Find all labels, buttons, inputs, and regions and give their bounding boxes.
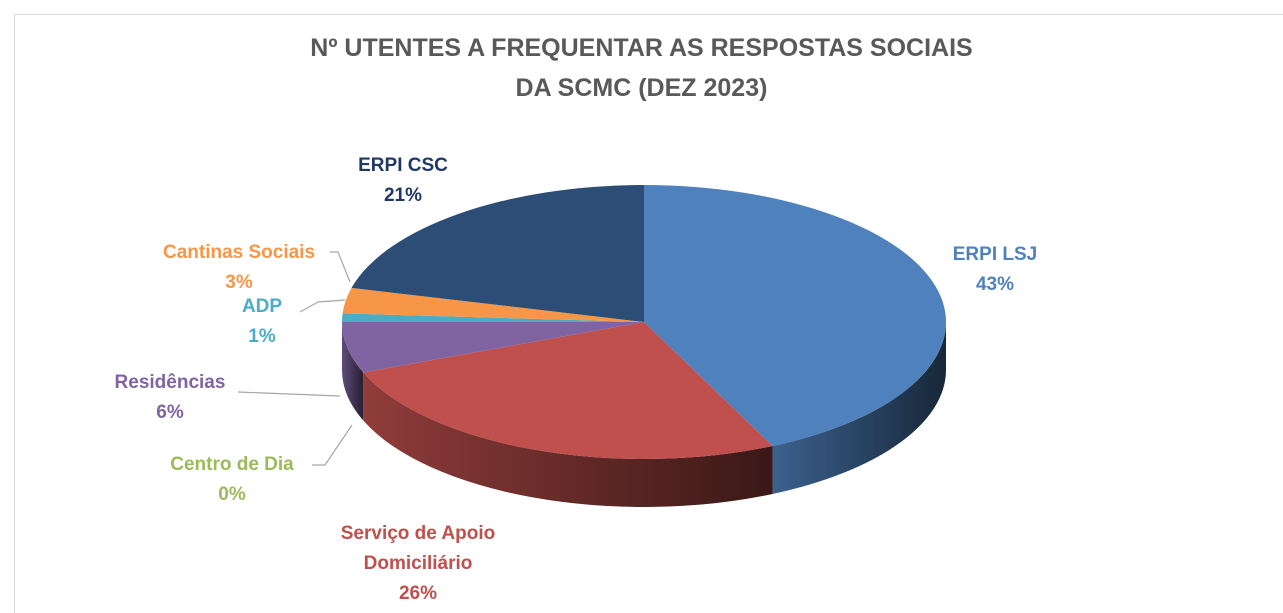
category-label: Centro de Dia bbox=[170, 454, 294, 475]
data-label: Cantinas Sociais 3% bbox=[163, 238, 315, 298]
slice bbox=[342, 322, 644, 373]
category-label: Residências bbox=[114, 372, 226, 393]
data-label: Centro de Dia 0% bbox=[170, 450, 294, 510]
slice bbox=[363, 322, 773, 459]
chart-title: DA SCMC (DEZ 2023) bbox=[515, 74, 768, 102]
data-label: ERPI LSJ 43% bbox=[953, 240, 1037, 300]
category-label: ERPI LSJ bbox=[952, 244, 1038, 265]
leader-line bbox=[330, 251, 351, 283]
chart-frame bbox=[14, 14, 1283, 613]
leader-line bbox=[312, 424, 353, 466]
category-label: Serviço de Apoio Domiciliário bbox=[340, 523, 496, 574]
value-label: 21% bbox=[383, 185, 423, 206]
slice bbox=[342, 313, 644, 322]
data-label: ERPI CSC 21% bbox=[358, 151, 448, 211]
slice bbox=[342, 287, 644, 322]
slice bbox=[644, 185, 946, 446]
leader-line bbox=[299, 299, 346, 313]
value-label: 26% bbox=[398, 583, 438, 604]
slice-side bbox=[363, 372, 773, 508]
value-label: 6% bbox=[156, 402, 184, 423]
category-label: ADP bbox=[241, 296, 283, 317]
value-label: 0% bbox=[218, 484, 246, 505]
category-label: ERPI CSC bbox=[358, 155, 448, 176]
value-label: 43% bbox=[975, 274, 1015, 295]
data-label: Residências 6% bbox=[115, 368, 226, 428]
slice bbox=[351, 185, 644, 322]
slice-side bbox=[772, 322, 946, 494]
chart-title: Nº UTENTES A FREQUENTAR AS RESPOSTAS SOC… bbox=[310, 34, 973, 62]
value-label: 1% bbox=[248, 326, 276, 347]
data-label: Serviço de Apoio Domiciliário 26% bbox=[323, 519, 513, 609]
slice-side bbox=[342, 322, 364, 421]
data-label: ADP 1% bbox=[242, 292, 282, 352]
leader-line bbox=[237, 391, 341, 397]
category-label: Cantinas Sociais bbox=[162, 242, 316, 263]
value-label: 3% bbox=[225, 272, 253, 293]
